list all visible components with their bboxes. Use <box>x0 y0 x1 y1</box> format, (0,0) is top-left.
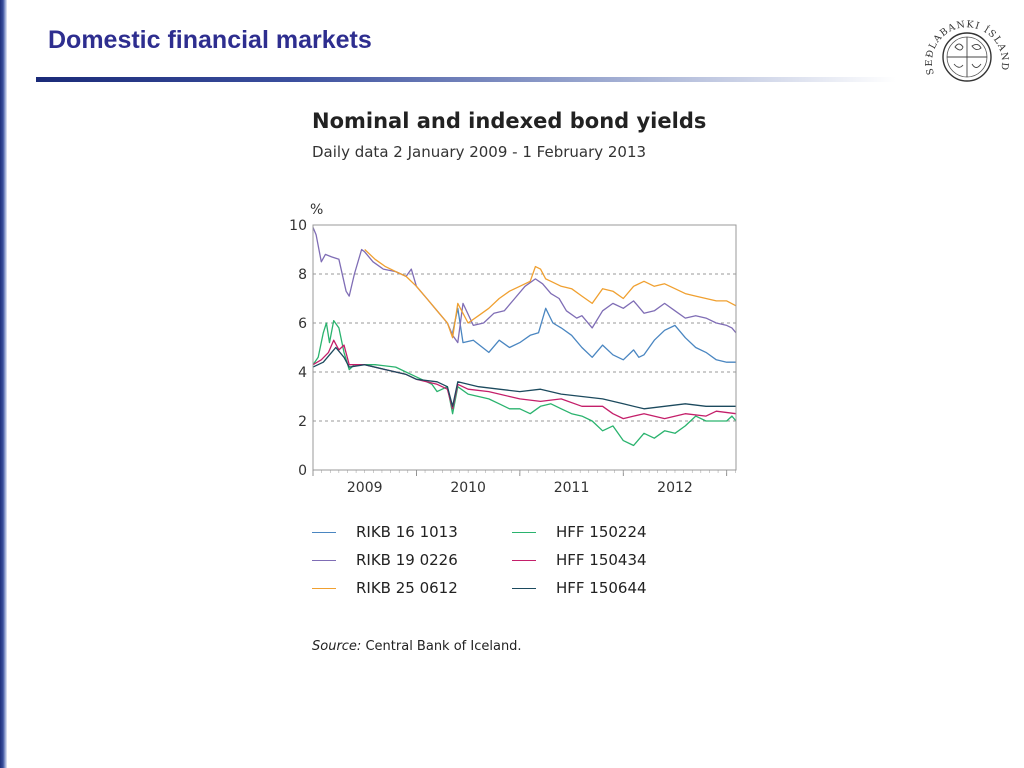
source-note: Source: Central Bank of Iceland. <box>312 639 522 654</box>
series-lines <box>312 227 737 447</box>
legend-label: RIKB 19 0226 <box>356 551 458 569</box>
seal-lettering: SEÐLABANKI ÍSLANDS <box>922 12 1009 76</box>
legend-swatch <box>312 587 336 589</box>
legend-item: HFF 150434 <box>512 550 647 570</box>
legend-item: RIKB 25 0612 <box>312 578 458 598</box>
y-tick-label: 2 <box>298 414 307 430</box>
y-tick-label: 6 <box>298 316 307 332</box>
legend-item: HFF 150644 <box>512 578 647 598</box>
y-tick-label: 8 <box>298 267 307 283</box>
slide-title: Domestic financial markets <box>48 26 372 54</box>
legend-item: HFF 150224 <box>512 522 647 542</box>
x-tick-label: 2012 <box>657 480 693 496</box>
legend-label: HFF 150644 <box>556 579 647 597</box>
svg-text:SEÐLABANKI ÍSLANDS: SEÐLABANKI ÍSLANDS <box>922 12 1010 76</box>
chart-subtitle: Daily data 2 January 2009 - 1 February 2… <box>312 143 647 161</box>
title-underline <box>36 77 896 82</box>
legend-swatch <box>512 531 536 533</box>
plot-frame <box>312 224 737 471</box>
series-line-2 <box>312 227 737 344</box>
legend-label: RIKB 16 1013 <box>356 523 458 541</box>
legend-swatch <box>512 559 536 561</box>
legend-item: RIKB 19 0226 <box>312 550 458 570</box>
gridlines <box>313 273 736 422</box>
chart-legend: RIKB 16 1013 RIKB 19 0226 RIKB 25 0612 HFF … <box>312 522 692 606</box>
x-tick-label: 2009 <box>347 480 383 496</box>
legend-label: HFF 150224 <box>556 523 647 541</box>
x-tick-label: 2011 <box>554 480 590 496</box>
bond-yield-line-chart: 0 2 4 6 8 10 2009 2010 2011 2012 <box>289 218 737 496</box>
legend-label: RIKB 25 0612 <box>356 579 458 597</box>
legend-item: RIKB 16 1013 <box>312 522 458 542</box>
legend-swatch <box>312 559 336 561</box>
y-tick-label: 10 <box>289 218 307 234</box>
source-label: Source: <box>312 639 362 654</box>
left-accent-stripe <box>0 0 7 768</box>
series-line-5 <box>312 339 737 420</box>
central-bank-seal-logo: SEÐLABANKI ÍSLANDS <box>922 12 1010 82</box>
x-tick-label: 2010 <box>450 480 486 496</box>
legend-swatch <box>512 587 536 589</box>
chart-title: Nominal and indexed bond yields <box>312 109 707 133</box>
y-tick-label: 4 <box>298 365 307 381</box>
legend-label: HFF 150434 <box>556 551 647 569</box>
series-line-3 <box>364 249 737 339</box>
series-line-6 <box>312 346 736 410</box>
legend-swatch <box>312 531 336 533</box>
y-tick-label: 0 <box>298 463 307 479</box>
series-line-1 <box>451 307 736 363</box>
source-text: Central Bank of Iceland. <box>365 639 522 654</box>
y-axis-unit-label: % <box>310 202 324 218</box>
axes: 0 2 4 6 8 10 2009 2010 2011 2012 <box>289 218 737 496</box>
